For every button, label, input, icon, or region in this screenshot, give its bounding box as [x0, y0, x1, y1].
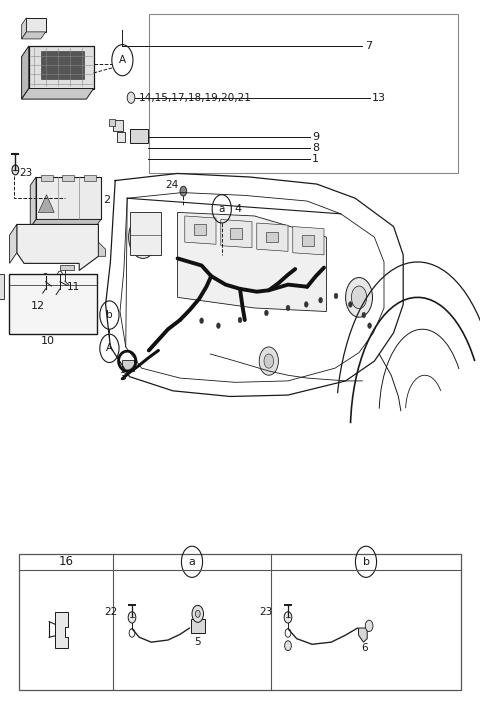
Circle shape — [216, 323, 220, 329]
Polygon shape — [221, 219, 252, 248]
Text: 23: 23 — [259, 607, 273, 617]
Circle shape — [127, 92, 135, 103]
Text: 16: 16 — [59, 555, 73, 569]
Circle shape — [285, 641, 291, 651]
Circle shape — [346, 278, 372, 317]
Bar — [62, 175, 74, 181]
Text: 13: 13 — [372, 93, 386, 103]
Polygon shape — [17, 224, 98, 270]
Circle shape — [304, 302, 308, 307]
Circle shape — [365, 620, 373, 632]
Polygon shape — [0, 274, 4, 299]
Polygon shape — [257, 223, 288, 251]
Bar — [9, 274, 97, 334]
Bar — [84, 175, 96, 181]
Bar — [149, 14, 458, 173]
Circle shape — [368, 323, 372, 329]
Polygon shape — [30, 219, 101, 228]
Text: 3: 3 — [119, 372, 126, 382]
Polygon shape — [10, 224, 17, 263]
Text: 2: 2 — [103, 195, 110, 205]
Polygon shape — [30, 177, 36, 228]
Bar — [117, 132, 125, 142]
Polygon shape — [178, 212, 326, 312]
Circle shape — [180, 186, 187, 196]
Circle shape — [348, 302, 352, 307]
Bar — [130, 129, 148, 143]
Text: A: A — [119, 55, 126, 65]
Text: a: a — [189, 556, 195, 567]
Text: 11: 11 — [67, 282, 81, 292]
Circle shape — [128, 612, 136, 623]
Bar — [122, 360, 134, 371]
Polygon shape — [29, 46, 94, 88]
Circle shape — [362, 312, 366, 318]
Polygon shape — [55, 612, 68, 648]
Circle shape — [284, 612, 292, 623]
Bar — [109, 119, 115, 126]
Polygon shape — [26, 18, 46, 32]
Bar — [41, 175, 53, 181]
Text: 8: 8 — [312, 143, 319, 153]
Circle shape — [259, 347, 278, 375]
Text: b: b — [106, 310, 113, 320]
Text: 14,15,17,18,19,20,21: 14,15,17,18,19,20,21 — [139, 93, 252, 103]
Text: 12: 12 — [31, 301, 45, 311]
Text: a: a — [218, 204, 225, 214]
Bar — [19, 554, 461, 690]
Bar — [130, 212, 161, 255]
Text: 1: 1 — [312, 154, 319, 164]
Text: 6: 6 — [361, 643, 368, 653]
Circle shape — [264, 354, 274, 368]
Bar — [230, 228, 242, 239]
Polygon shape — [22, 88, 94, 99]
Text: 9: 9 — [312, 132, 319, 142]
Bar — [266, 232, 278, 242]
Text: 5: 5 — [194, 637, 201, 647]
Polygon shape — [185, 216, 216, 244]
Polygon shape — [359, 628, 367, 642]
Polygon shape — [22, 46, 29, 99]
Text: 10: 10 — [41, 336, 55, 346]
Circle shape — [192, 605, 204, 622]
Circle shape — [286, 305, 290, 311]
Text: A: A — [106, 343, 113, 353]
Polygon shape — [293, 227, 324, 255]
Polygon shape — [22, 32, 46, 39]
Polygon shape — [60, 265, 74, 270]
Bar — [194, 224, 206, 235]
Circle shape — [264, 310, 268, 316]
Bar — [41, 51, 84, 79]
Circle shape — [195, 610, 200, 617]
Polygon shape — [22, 18, 26, 39]
Text: 23: 23 — [19, 169, 33, 178]
Text: 22: 22 — [104, 607, 118, 617]
Circle shape — [134, 224, 152, 250]
Text: b: b — [362, 556, 370, 567]
Polygon shape — [36, 177, 101, 219]
Circle shape — [200, 318, 204, 324]
Bar — [302, 235, 314, 246]
Polygon shape — [38, 195, 54, 212]
Text: 4: 4 — [234, 204, 241, 214]
Circle shape — [129, 216, 157, 258]
Circle shape — [334, 293, 338, 299]
Circle shape — [351, 286, 367, 309]
Circle shape — [12, 165, 19, 175]
Bar — [113, 120, 123, 131]
Circle shape — [319, 297, 323, 303]
Text: 7: 7 — [365, 41, 372, 51]
Circle shape — [238, 317, 242, 323]
Bar — [191, 619, 205, 633]
Polygon shape — [98, 242, 106, 256]
Text: 24: 24 — [166, 181, 179, 190]
